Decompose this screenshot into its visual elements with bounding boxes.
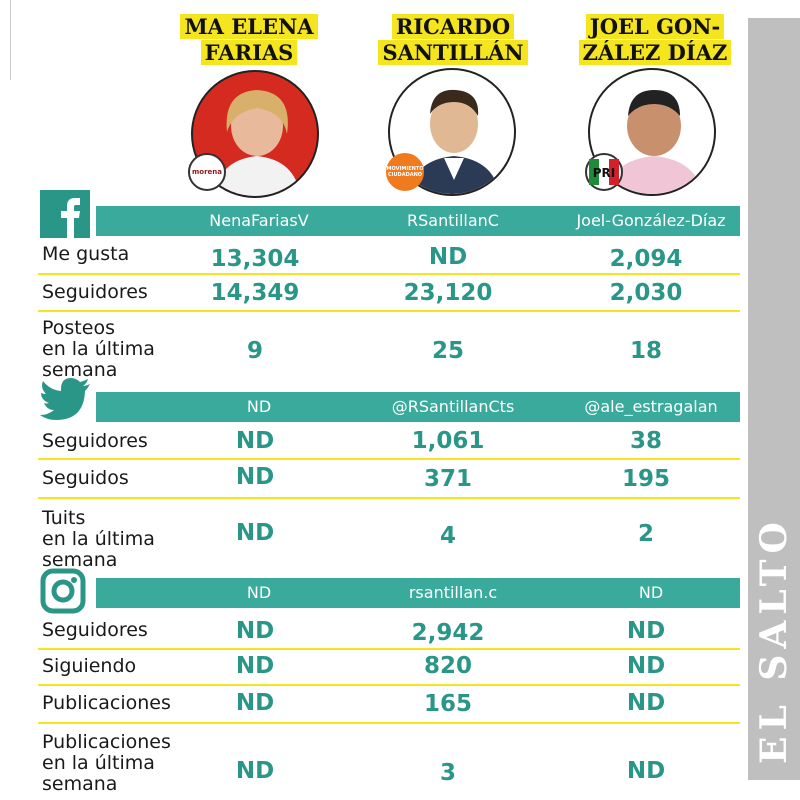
stat-value: ND	[235, 690, 275, 716]
stat-value: 2,030	[609, 280, 683, 306]
row-separator	[38, 497, 740, 499]
twitter-handles-bar: ND @RSantillanCts @ale_estragalan	[96, 392, 740, 422]
stat-value: ND	[235, 464, 275, 490]
stat-value: 820	[423, 653, 472, 679]
party-logo: PRI	[585, 153, 623, 191]
stat-value: 13,304	[210, 246, 300, 272]
facebook-handles-bar: NenaFariasV RSantillanC Joel-González-Dí…	[96, 206, 740, 236]
stat-value: 38	[629, 428, 662, 454]
side-banner	[748, 18, 800, 780]
row-label: Siguiendo	[42, 655, 137, 677]
stat-value: ND	[626, 653, 666, 679]
stat-value: ND	[428, 244, 468, 270]
candidate-photo	[388, 68, 516, 196]
row-separator	[38, 310, 740, 312]
row-label: Seguidores	[42, 619, 148, 641]
row-label: Tuits en la última semana	[42, 507, 155, 571]
candidate-header-1: MA ELENA FARIAS	[164, 14, 334, 66]
candidate-header-3: JOEL GON- ZÁLEZ DÍAZ	[570, 14, 740, 66]
row-label: Publicaciones en la última semana	[42, 731, 171, 795]
stat-value: ND	[235, 428, 275, 454]
twitter-handle: ND	[246, 397, 272, 416]
stat-value: 23,120	[403, 280, 493, 306]
facebook-handle: Joel-González-Díaz	[576, 211, 726, 230]
svg-text:PRI: PRI	[593, 166, 616, 180]
stat-value: ND	[626, 690, 666, 716]
stat-value: ND	[235, 618, 275, 644]
party-logo: morena	[188, 153, 226, 191]
facebook-handle: RSantillanC	[407, 211, 499, 230]
stat-value: ND	[235, 758, 275, 784]
stat-value: 9	[246, 338, 263, 364]
stat-value: ND	[626, 758, 666, 784]
stat-value: 4	[439, 523, 456, 549]
instagram-handles-bar: ND rsantillan.c ND	[96, 578, 740, 608]
candidate-name: JOEL GON- ZÁLEZ DÍAZ	[578, 14, 732, 66]
instagram-handle: rsantillan.c	[408, 583, 498, 602]
twitter-icon	[40, 378, 90, 420]
twitter-handle: @RSantillanCts	[391, 397, 515, 416]
instagram-handle: ND	[638, 583, 664, 602]
row-separator	[38, 458, 740, 460]
stat-value: 1,061	[411, 428, 485, 454]
stat-value: 25	[431, 338, 464, 364]
stat-value: 2,094	[609, 246, 683, 272]
stat-value: 371	[423, 466, 472, 492]
stat-value: 3	[439, 760, 456, 786]
row-label: Posteos en la última semana	[42, 317, 155, 381]
candidate-name: RICARDO SANTILLÁN	[378, 14, 528, 66]
instagram-icon	[40, 568, 86, 614]
row-separator	[38, 684, 740, 686]
facebook-handle: NenaFariasV	[209, 211, 309, 230]
row-separator	[38, 273, 740, 275]
stat-value: ND	[235, 520, 275, 546]
row-label: Seguidos	[42, 467, 129, 489]
instagram-handle: ND	[246, 583, 272, 602]
stat-value: 18	[629, 338, 662, 364]
twitter-handle: @ale_estragalan	[584, 397, 718, 416]
row-separator	[38, 648, 740, 650]
stat-value: 2	[637, 521, 654, 547]
candidate-name: MA ELENA FARIAS	[180, 14, 318, 66]
facebook-icon	[40, 190, 90, 238]
stat-value: ND	[626, 618, 666, 644]
row-label: Seguidores	[42, 430, 148, 452]
frame-line	[0, 0, 11, 80]
party-logo: MOVIMIENTO CIUDADANO	[386, 153, 424, 191]
row-separator	[38, 722, 740, 724]
candidate-header-2: RICARDO SANTILLÁN	[368, 14, 538, 66]
brand-text: EL SALTO	[753, 516, 795, 764]
row-label: Publicaciones	[42, 692, 171, 714]
stat-value: 14,349	[210, 280, 300, 306]
stat-value: 165	[423, 691, 472, 717]
stat-value: ND	[235, 653, 275, 679]
row-label: Seguidores	[42, 281, 148, 303]
stat-value: 2,942	[411, 620, 485, 646]
row-label: Me gusta	[42, 243, 130, 265]
stat-value: 195	[621, 466, 670, 492]
